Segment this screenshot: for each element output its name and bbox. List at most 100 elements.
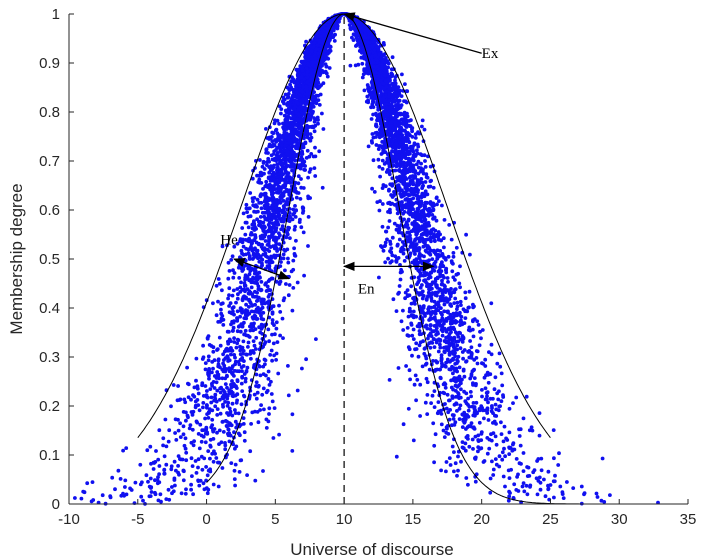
cloud-drop <box>129 488 134 492</box>
cloud-drop <box>197 446 202 451</box>
cloud-drop <box>439 408 443 413</box>
cloud-drop <box>270 358 274 363</box>
cloud-drop <box>264 390 269 395</box>
cloud-drop <box>298 197 303 201</box>
cloud-drop <box>254 380 259 385</box>
cloud-drop <box>521 469 526 473</box>
cloud-drop <box>281 252 286 257</box>
cloud-drop <box>246 345 250 349</box>
cloud-drop <box>402 210 407 214</box>
cloud-drop <box>235 309 240 314</box>
cloud-drop <box>90 480 95 484</box>
cloud-drop <box>440 312 444 317</box>
cloud-drop <box>173 483 177 488</box>
cloud-drop <box>511 401 515 405</box>
cloud-drop <box>537 475 542 480</box>
cloud-drop <box>246 225 251 230</box>
cloud-drop <box>561 496 566 500</box>
cloud-drop <box>262 167 267 171</box>
cloud-drop <box>455 343 460 348</box>
cloud-drop <box>410 169 415 174</box>
cloud-drop <box>485 451 490 456</box>
cloud-drop <box>203 416 208 421</box>
cloud-drop <box>220 244 225 249</box>
cloud-drop <box>404 364 408 368</box>
cloud-drop <box>216 320 221 324</box>
cloud-drop <box>283 169 288 174</box>
cloud-drop <box>211 380 216 384</box>
cloud-drop <box>516 472 520 477</box>
cloud-drop <box>281 95 286 100</box>
cloud-drop <box>381 248 386 253</box>
cloud-drop <box>434 340 439 345</box>
cloud-drop <box>416 180 421 184</box>
cloud-drop <box>269 348 274 353</box>
cloud-drop <box>438 367 442 372</box>
cloud-drop <box>274 320 279 325</box>
cloud-drop <box>221 352 226 357</box>
cloud-drop <box>271 226 275 230</box>
cloud-drop <box>248 214 253 219</box>
cloud-drop <box>230 391 235 395</box>
cloud-drop <box>217 442 221 446</box>
cloud-drop <box>453 362 458 366</box>
cloud-drop <box>447 223 452 227</box>
cloud-drop <box>380 224 385 229</box>
cloud-drop <box>241 244 246 249</box>
cloud-drop <box>445 309 449 314</box>
cloud-drop <box>425 200 429 205</box>
cloud-drop <box>464 435 469 440</box>
cloud-drop <box>421 273 426 278</box>
cloud-drop <box>442 218 447 222</box>
cloud-drop <box>442 435 447 439</box>
cloud-drop <box>488 476 493 481</box>
cloud-drop <box>498 364 503 369</box>
cloud-drop <box>268 245 273 249</box>
cloud-drop <box>286 256 290 261</box>
cloud-drop <box>467 305 471 310</box>
cloud-drop <box>288 236 292 241</box>
cloud-drop <box>552 456 556 461</box>
cloud-drop <box>460 340 465 344</box>
cloud-drop <box>261 247 266 252</box>
cloud-drop <box>189 440 194 445</box>
cloud-drop <box>386 256 390 261</box>
cloud-drop <box>436 400 441 404</box>
cloud-drop <box>407 239 412 244</box>
cloud-drop <box>477 343 482 348</box>
cloud-drop <box>402 259 407 263</box>
cloud-drop <box>260 392 265 397</box>
cloud-drop <box>139 494 144 499</box>
cloud-drop <box>376 157 381 162</box>
cloud-drop <box>191 409 196 414</box>
cloud-drop <box>221 402 225 407</box>
cloud-drop <box>243 376 248 381</box>
cloud-drop <box>149 490 154 494</box>
cloud-drop <box>401 251 406 256</box>
cloud-drop <box>188 423 193 427</box>
cloud-drop <box>421 339 425 344</box>
cloud-drop <box>216 299 220 304</box>
cloud-drop <box>209 395 214 400</box>
cloud-drop <box>271 341 276 346</box>
cloud-drop <box>431 421 436 426</box>
cloud-drop <box>377 117 382 122</box>
cloud-drop <box>414 398 418 403</box>
cloud-drop <box>275 131 280 136</box>
cloud-drop <box>469 374 474 378</box>
cloud-drop <box>157 472 162 476</box>
cloud-drop <box>247 255 252 260</box>
cloud-drop <box>176 464 181 468</box>
cloud-drop <box>223 382 228 386</box>
cloud-drop <box>409 301 414 306</box>
cloud-drop <box>189 482 194 487</box>
cloud-drop <box>222 390 227 394</box>
cloud-drop <box>474 400 479 405</box>
cloud-drop <box>439 306 443 310</box>
cloud-drop <box>430 257 435 261</box>
cloud-drop <box>155 481 160 486</box>
cloud-drop <box>558 484 563 489</box>
cloud-drop <box>192 385 197 390</box>
cloud-drop <box>426 184 431 189</box>
